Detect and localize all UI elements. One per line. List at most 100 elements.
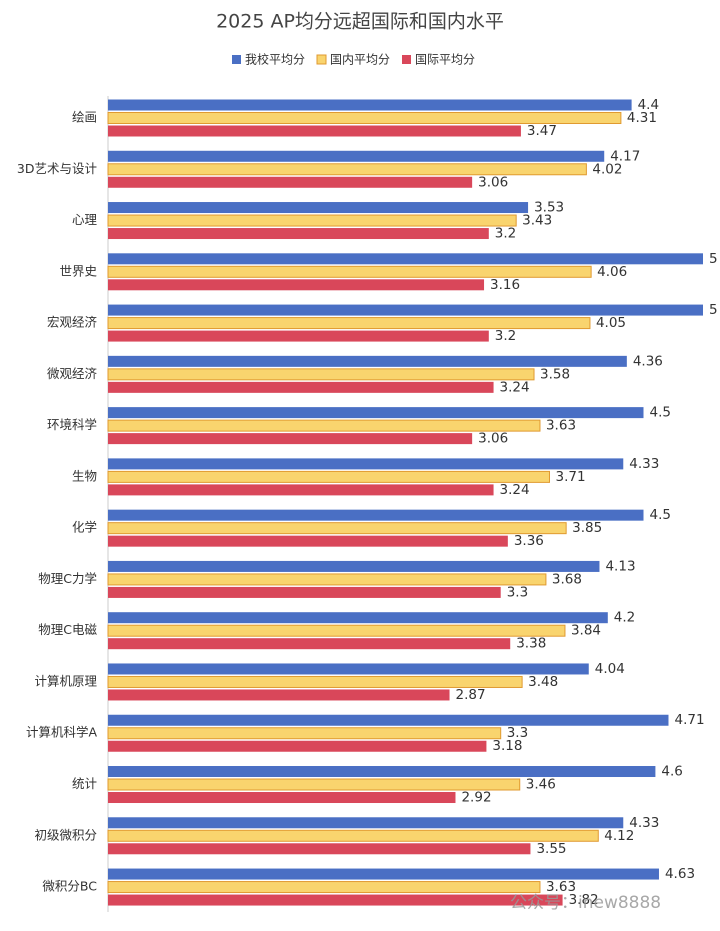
category-label: 化学	[72, 520, 97, 535]
value-label: 3.3	[507, 584, 528, 600]
category-label: 微观经济	[47, 366, 98, 381]
value-label: 3.55	[536, 841, 566, 857]
bar	[108, 381, 494, 393]
bar	[108, 253, 703, 265]
bar	[107, 727, 502, 740]
category-label: 宏观经济	[47, 315, 98, 330]
legend-label: 我校平均分	[245, 52, 305, 67]
value-label: 3.85	[572, 520, 602, 536]
value-label: 3.43	[522, 213, 552, 229]
bar	[108, 407, 644, 419]
category-label: 计算机科学A	[26, 725, 98, 740]
bar	[107, 368, 535, 381]
bar	[108, 535, 508, 547]
value-label: 4.17	[610, 148, 640, 164]
category-label: 3D艺术与设计	[17, 161, 97, 176]
bar	[108, 433, 473, 445]
bar	[108, 586, 501, 598]
value-label: 3.71	[555, 469, 585, 485]
value-label: 3.38	[516, 636, 546, 652]
legend-label: 国内平均分	[330, 53, 390, 67]
bar	[107, 214, 517, 227]
bar	[108, 843, 531, 855]
bar	[108, 560, 600, 572]
value-label: 3.47	[527, 123, 557, 139]
bar	[108, 868, 659, 880]
value-label: 3.58	[540, 366, 570, 382]
category-label: 物理C电磁	[38, 622, 97, 637]
category-label: 统计	[72, 776, 97, 791]
bar	[108, 894, 563, 906]
value-label: 3.48	[528, 674, 558, 690]
bar	[107, 624, 566, 637]
bar	[108, 714, 669, 726]
bar	[107, 778, 521, 791]
bar	[108, 304, 703, 316]
value-label: 3.24	[500, 482, 530, 498]
category-label: 微积分BC	[42, 879, 97, 894]
value-label: 2.87	[456, 687, 486, 703]
value-label: 4.06	[597, 264, 627, 280]
value-label: 4.13	[605, 558, 635, 574]
bar	[108, 509, 644, 521]
bar	[108, 458, 624, 470]
value-label: 4.2	[614, 610, 635, 626]
category-label: 环境科学	[47, 417, 97, 432]
value-label: 3.2	[495, 328, 516, 344]
bar	[108, 663, 589, 675]
value-label: 3.06	[478, 174, 508, 190]
bar	[108, 740, 487, 752]
bar	[107, 163, 587, 176]
value-label: 4.5	[650, 507, 671, 523]
value-label: 2.92	[461, 790, 491, 806]
watermark: 公众号：inew8888	[510, 893, 661, 913]
value-label: 4.63	[665, 866, 695, 882]
value-label: 4.05	[596, 315, 626, 331]
value-label: 4.71	[674, 712, 704, 728]
value-label: 3.3	[507, 725, 528, 741]
value-label: 3.68	[552, 571, 582, 587]
category-label: 心理	[72, 212, 98, 227]
bar	[108, 612, 608, 624]
chart-title: 2025 AP均分远超国际和国内水平	[216, 11, 504, 33]
bar	[108, 484, 494, 496]
bar	[107, 317, 591, 330]
value-label: 4.4	[638, 97, 659, 113]
bar	[107, 112, 622, 124]
value-label: 4.33	[629, 815, 659, 831]
bar	[108, 817, 624, 829]
legend-label: 国际平均分	[415, 53, 475, 67]
value-label: 4.02	[592, 161, 622, 177]
value-label: 3.63	[546, 879, 576, 895]
value-label: 3.36	[514, 533, 544, 549]
value-label: 3.2	[495, 226, 516, 242]
bar	[107, 829, 599, 842]
bar	[108, 202, 529, 214]
category-label: 绘画	[72, 110, 97, 125]
value-label: 4.04	[595, 661, 625, 677]
category-label: 初级微积分	[34, 827, 97, 842]
value-label: 3.82	[569, 892, 599, 908]
value-label: 3.16	[490, 277, 520, 293]
bar	[108, 766, 656, 778]
value-label: 3.63	[546, 418, 576, 434]
bar	[108, 176, 473, 188]
bar	[108, 228, 489, 240]
bar	[108, 150, 605, 162]
bar	[108, 355, 627, 367]
value-label: 4.5	[650, 405, 671, 421]
value-label: 3.46	[526, 777, 556, 793]
bar	[108, 125, 521, 137]
legend-swatch	[232, 55, 241, 64]
bar	[108, 689, 450, 701]
category-label: 计算机原理	[34, 673, 97, 688]
bar	[107, 573, 547, 586]
value-label: 4.31	[627, 110, 657, 126]
legend-swatch	[402, 55, 411, 64]
value-label: 3.53	[534, 200, 564, 216]
legend-swatch	[316, 54, 327, 65]
category-label: 世界史	[59, 263, 97, 278]
value-label: 3.24	[500, 379, 530, 395]
bar	[107, 470, 550, 483]
